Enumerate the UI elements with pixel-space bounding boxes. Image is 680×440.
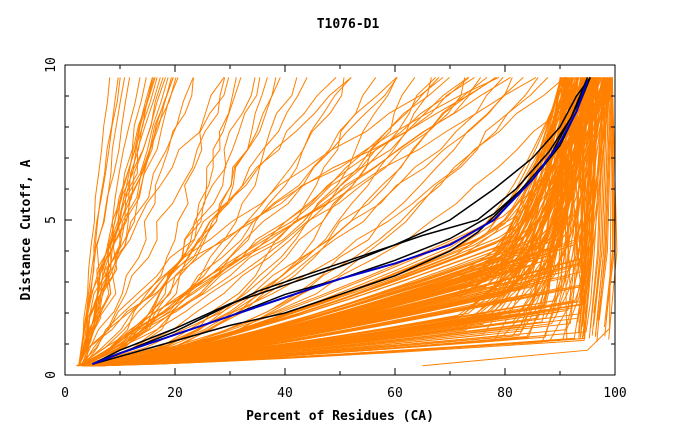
model-line: [96, 77, 589, 367]
model-line: [83, 77, 440, 367]
model-line: [102, 77, 561, 367]
model-line: [82, 77, 281, 367]
model-line: [597, 77, 613, 321]
model-line: [77, 77, 352, 367]
model-line: [99, 77, 567, 367]
model-line: [99, 77, 591, 367]
model-line: [593, 77, 608, 314]
chart-title: T1076-D1: [317, 17, 380, 32]
axis-ticks: 0 20 40 60 80 100 0 5 10: [44, 57, 627, 401]
x-tick-label: 20: [167, 386, 183, 401]
model-line: [78, 77, 174, 366]
x-tick-label: 40: [277, 386, 293, 401]
model-line: [84, 77, 230, 366]
model-line: [78, 77, 158, 366]
model-lines: [76, 76, 618, 367]
model-line: [81, 77, 352, 366]
x-tick-label: 60: [387, 386, 403, 401]
model-line: [583, 77, 598, 337]
model-line: [78, 77, 111, 366]
x-tick-label: 80: [497, 386, 513, 401]
model-line: [79, 76, 500, 367]
model-line: [84, 77, 432, 367]
model-line: [78, 77, 174, 366]
reference-lines: [92, 76, 591, 366]
model-line: [77, 77, 470, 367]
series-black-3: [92, 77, 591, 365]
model-line: [81, 77, 226, 366]
model-line: [583, 77, 599, 340]
model-line: [78, 77, 398, 367]
model-line: [78, 77, 141, 366]
model-line: [78, 77, 131, 366]
model-line: [78, 77, 172, 366]
x-axis-label: Percent of Residues (CA): [246, 409, 434, 424]
y-axis-label: Distance Cutoff, A: [19, 159, 34, 300]
series-blue-highlight: [92, 80, 589, 366]
model-line: [77, 77, 416, 367]
model-line: [81, 77, 256, 367]
y-tick-label: 10: [44, 57, 59, 73]
model-line: [578, 77, 594, 338]
model-line: [83, 77, 570, 367]
model-line: [581, 77, 597, 328]
y-tick-label: 0: [44, 371, 59, 379]
model-line: [84, 77, 566, 367]
model-line: [81, 77, 268, 367]
model-line: [83, 77, 398, 367]
model-line: [590, 77, 605, 329]
model-line: [594, 77, 610, 337]
model-line: [579, 77, 595, 339]
model-line: [85, 77, 587, 367]
model-line: [78, 77, 177, 366]
model-line: [422, 77, 613, 367]
model-line: [608, 77, 618, 340]
model-line: [79, 76, 511, 367]
model-line: [596, 77, 612, 343]
model-line: [83, 77, 444, 366]
model-line: [84, 77, 345, 367]
x-tick-label: 0: [61, 386, 69, 401]
model-line: [78, 77, 308, 367]
model-line: [81, 76, 475, 367]
model-line: [76, 77, 377, 367]
model-line: [598, 77, 613, 321]
model-line: [100, 77, 563, 367]
model-line: [83, 77, 549, 367]
model-line: [81, 77, 194, 366]
model-line: [96, 77, 597, 367]
model-line: [82, 77, 225, 367]
model-line: [76, 77, 242, 367]
model-line: [102, 77, 579, 367]
model-line: [84, 77, 298, 367]
y-tick-label: 5: [44, 216, 59, 224]
model-line: [85, 77, 504, 367]
x-tick-label: 100: [603, 386, 626, 401]
model-line: [81, 77, 571, 367]
